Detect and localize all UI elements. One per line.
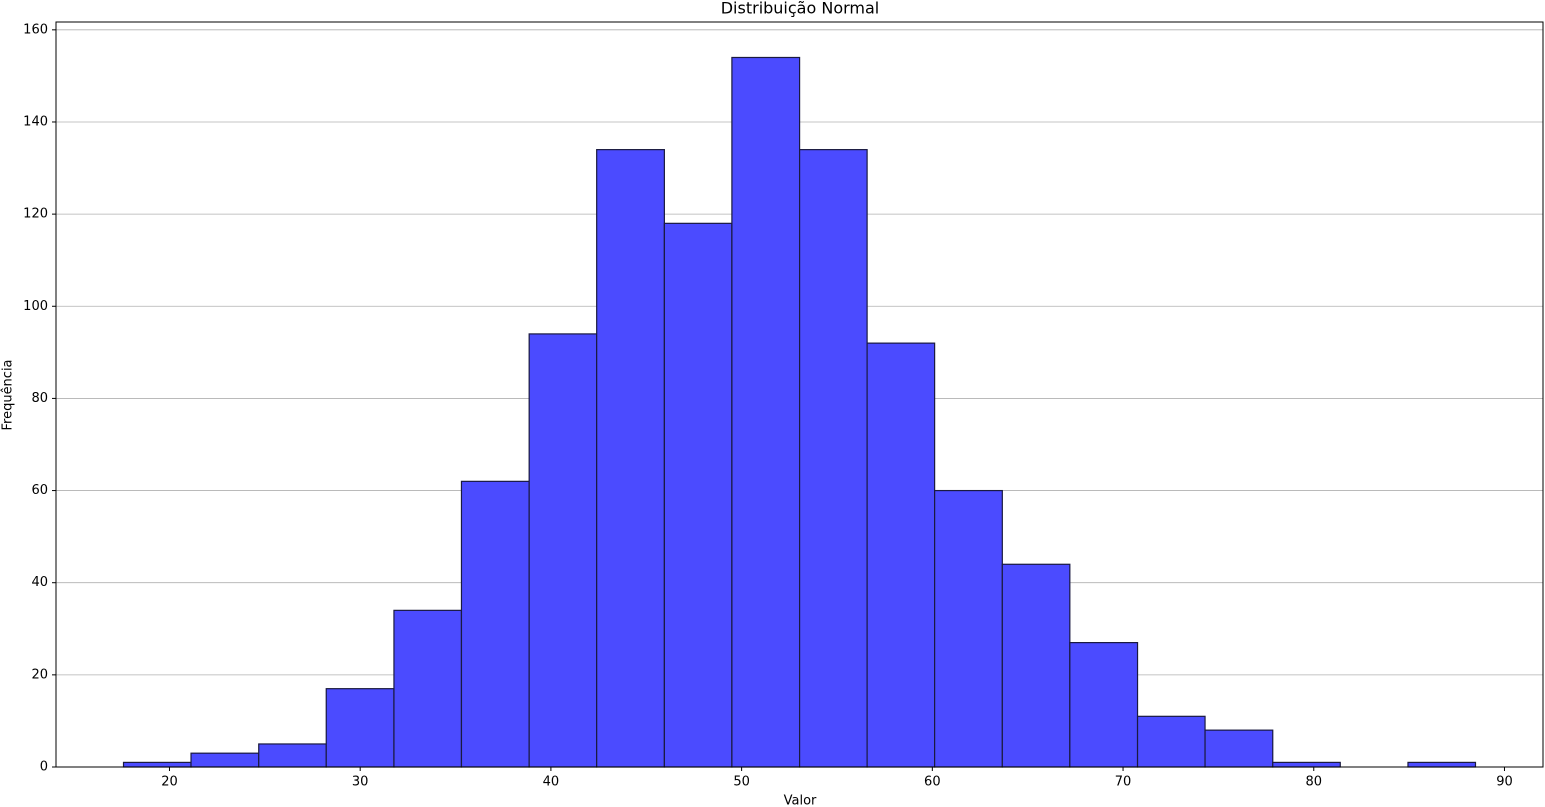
y-tick-label: 160 (23, 22, 48, 37)
x-tick-label: 80 (1305, 775, 1322, 790)
bar (1407, 761, 1477, 768)
y-axis-label: Frequência (1, 359, 16, 430)
y-tick-label: 100 (23, 299, 48, 314)
bar (866, 342, 936, 768)
bar (1272, 761, 1341, 768)
bar (528, 333, 598, 768)
bar (190, 752, 260, 768)
bar (325, 688, 395, 768)
bar (596, 149, 665, 768)
bar (122, 761, 192, 768)
bar (934, 489, 1003, 768)
bar (258, 743, 327, 768)
x-axis-label: Valor (784, 794, 817, 807)
x-tick-label: 70 (1115, 775, 1132, 790)
y-tick-label: 0 (40, 760, 48, 775)
y-tick-label: 60 (31, 483, 48, 498)
x-tick-label: 90 (1496, 775, 1513, 790)
x-tick-label: 60 (924, 775, 941, 790)
bar (1136, 715, 1206, 768)
bar (798, 149, 868, 768)
y-tick-label: 80 (31, 391, 48, 406)
x-tick-label: 50 (733, 775, 750, 790)
x-tick-label: 20 (161, 775, 178, 790)
bar (460, 480, 530, 768)
x-tick-label: 30 (352, 775, 369, 790)
y-tick-label: 140 (23, 114, 48, 129)
bar (1001, 563, 1071, 768)
bar (393, 609, 463, 768)
bar (663, 222, 733, 768)
plot-frame (55, 21, 1544, 768)
bar (731, 56, 801, 768)
bar (1069, 642, 1139, 768)
bar (1204, 729, 1274, 768)
x-tick-label: 40 (543, 775, 560, 790)
y-tick-label: 20 (31, 667, 48, 682)
y-tick-label: 40 (31, 575, 48, 590)
chart-title: Distribuição Normal (721, 0, 880, 18)
y-tick-label: 120 (23, 207, 48, 222)
